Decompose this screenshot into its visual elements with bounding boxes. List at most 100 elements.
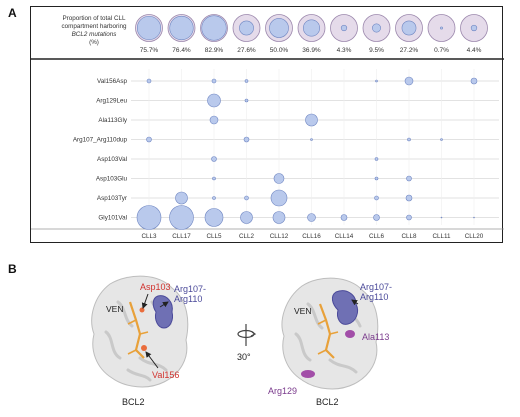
- rotation-icon: [237, 324, 257, 346]
- arg107-arrow-right: [351, 299, 359, 306]
- patient-label: CLL20: [465, 233, 484, 240]
- val156-arrow: [145, 351, 159, 369]
- mutation-bubble: [211, 78, 217, 84]
- proportion-value: 76.4%: [172, 47, 191, 54]
- proportion-inner-circle: [401, 20, 417, 36]
- mutation-bubble: [209, 115, 219, 125]
- arg107-label-right-line1: Arg107-: [360, 282, 392, 292]
- patient-label: CLL14: [335, 233, 354, 240]
- mutation-bubble: [204, 208, 224, 227]
- bcl2-surface-right: [281, 277, 379, 390]
- mutation-bubble: [374, 195, 379, 201]
- patient-label: CLL11: [432, 233, 451, 240]
- proportion-inner-circle: [239, 20, 254, 36]
- proportion-value: 27.2%: [400, 47, 419, 54]
- proportion-inner-circle: [136, 15, 162, 41]
- proportion-inner-circle: [440, 26, 443, 30]
- patient-label: CLL12: [270, 233, 289, 240]
- bubble-chart-panel: Proportion of total CLL compartment harb…: [30, 6, 504, 243]
- mutation-bubble: [305, 113, 318, 127]
- bcl2-label-right: BCL2: [316, 397, 339, 407]
- proportion-label-line: compartment harboring: [61, 23, 127, 30]
- proportion-inner-circle: [470, 24, 478, 32]
- arg107-region-right: [331, 290, 359, 325]
- mutation-grid: Val156Asp Arg129Leu Ala113Gly Arg107_Arg110…: [31, 69, 504, 240]
- ala113-site: [345, 330, 355, 338]
- proportion-value: 50.0%: [270, 47, 289, 54]
- mutation-bubble: [375, 79, 378, 83]
- proportion-value: 9.5%: [369, 47, 384, 54]
- mutation-bubble: [406, 214, 412, 221]
- proportion-label-line: Proportion of total CLL: [62, 15, 126, 22]
- patient-label: CLL2: [239, 233, 255, 240]
- proportion-value: 75.7%: [140, 47, 159, 54]
- mutation-bubble: [374, 176, 379, 181]
- proportion-label-line: BCL2 mutations: [72, 31, 118, 38]
- mutation-bubble: [470, 77, 478, 85]
- bcl2-structure-figure: Asp103 VEN Arg107- Arg110 Val156 BCL2 30…: [91, 275, 392, 407]
- asp103-site-left: [139, 307, 145, 313]
- mutation-bubble: [146, 78, 152, 84]
- mutation-bubble: [404, 76, 414, 86]
- proportion-inner-circle: [340, 24, 348, 32]
- proportion-inner-circle: [372, 23, 381, 33]
- proportion-value: 82.9%: [205, 47, 224, 54]
- mutation-bubble: [169, 205, 194, 230]
- mutation-bubble: [244, 79, 249, 83]
- rotation-angle-label: 30°: [237, 352, 251, 362]
- mutation-label: Gly101Val: [98, 215, 127, 222]
- mutation-label: Asp103Glu: [96, 176, 128, 183]
- mutation-bubble: [374, 157, 379, 161]
- mutation-bubble: [407, 137, 411, 142]
- mutation-bubble: [405, 194, 413, 202]
- proportion-value: 0.7%: [434, 47, 449, 54]
- mutation-bubble: [272, 211, 286, 224]
- mutation-bubble: [146, 136, 152, 143]
- mutation-label: Asp103Tyr: [97, 195, 127, 202]
- patient-label: CLL8: [401, 233, 417, 240]
- mutation-label: Arg129Leu: [96, 98, 127, 105]
- mutation-label: Arg107_Arg110dup: [73, 137, 128, 144]
- patient-label: CLL5: [206, 233, 222, 240]
- mutation-bubble: [440, 138, 443, 141]
- arg107-label-left-line1: Arg107-: [174, 284, 206, 294]
- mutation-label: Val156Asp: [97, 78, 127, 85]
- mutation-bubble: [136, 205, 162, 230]
- ven-label-left: VEN: [106, 304, 123, 314]
- mutation-bubble: [307, 213, 316, 222]
- ven-label-right: VEN: [294, 306, 311, 316]
- mutation-bubble: [207, 93, 221, 108]
- mutation-bubble: [211, 156, 217, 162]
- arg129-label: Arg129: [268, 386, 297, 396]
- mutation-label: Ala113Gly: [98, 117, 127, 124]
- mutation-bubble: [270, 189, 288, 207]
- ala113-label: Ala113: [362, 332, 389, 342]
- mutation-bubble: [240, 211, 253, 224]
- mutation-bubble: [473, 216, 475, 219]
- mutation-bubble: [310, 138, 313, 141]
- mutation-bubble: [244, 195, 249, 201]
- mutation-bubble: [212, 196, 216, 200]
- bubble-chart: Proportion of total CLL compartment harb…: [31, 14, 504, 240]
- proportion-value: 36.9%: [302, 47, 321, 54]
- arg107-label-right-line2: Arg110: [360, 292, 388, 302]
- patient-label: CLL3: [141, 233, 157, 240]
- mutation-bubble: [340, 214, 348, 221]
- proportion-value: 4.4%: [467, 47, 482, 54]
- proportion-value: 4.3%: [337, 47, 352, 54]
- arg107-arrow-left: [159, 301, 169, 308]
- structure-panel: Asp103 VEN Arg107- Arg110 Val156 BCL2 30…: [40, 262, 510, 412]
- mutation-bubble: [273, 173, 285, 184]
- patient-label: CLL17: [172, 233, 191, 240]
- arg129-site: [301, 370, 315, 378]
- mutation-bubble: [406, 175, 412, 182]
- bcl2-label-left: BCL2: [122, 397, 145, 407]
- mutation-bubble: [440, 216, 443, 219]
- mutation-bubble: [244, 98, 249, 103]
- arg107-label-left-line2: Arg110: [174, 294, 202, 304]
- proportion-row: 75.7% 76.4% 82.9% 27.6% 50.0% 36.9% 4.3% 9.5% 27…: [135, 14, 488, 54]
- panel-a-label: A: [8, 6, 17, 20]
- proportion-inner-circle: [302, 19, 321, 37]
- proportion-value: 27.6%: [237, 47, 256, 54]
- asp103-arrow: [141, 293, 149, 309]
